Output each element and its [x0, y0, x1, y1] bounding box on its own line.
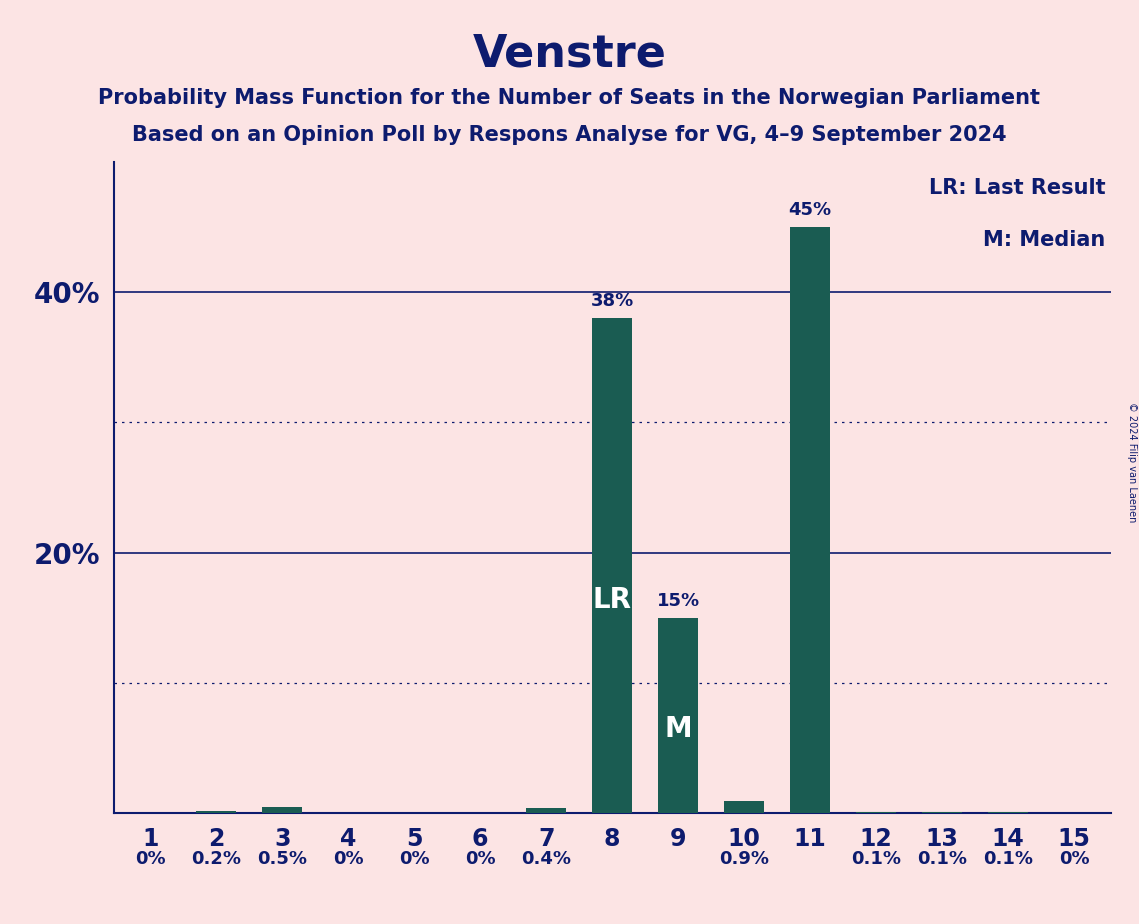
Bar — [790, 226, 830, 813]
Text: LR: LR — [592, 586, 632, 614]
Text: M: Median: M: Median — [983, 230, 1106, 250]
Text: 38%: 38% — [591, 292, 633, 310]
Text: 0%: 0% — [1059, 849, 1090, 868]
Text: 0%: 0% — [399, 849, 429, 868]
Bar — [262, 807, 302, 813]
Text: 0%: 0% — [333, 849, 363, 868]
Bar — [658, 618, 698, 813]
Bar — [592, 318, 632, 813]
Text: 15%: 15% — [657, 592, 699, 610]
Text: 0.9%: 0.9% — [719, 849, 769, 868]
Text: 0.1%: 0.1% — [917, 849, 967, 868]
Text: Based on an Opinion Poll by Respons Analyse for VG, 4–9 September 2024: Based on an Opinion Poll by Respons Anal… — [132, 125, 1007, 145]
Text: M: M — [664, 715, 693, 743]
Text: 0.1%: 0.1% — [851, 849, 901, 868]
Text: 0%: 0% — [134, 849, 165, 868]
Bar — [526, 808, 566, 813]
Text: 0.5%: 0.5% — [257, 849, 308, 868]
Bar — [196, 810, 236, 813]
Text: Venstre: Venstre — [473, 32, 666, 76]
Text: 0.4%: 0.4% — [522, 849, 572, 868]
Text: 0.1%: 0.1% — [983, 849, 1033, 868]
Bar — [989, 812, 1029, 813]
Text: LR: Last Result: LR: Last Result — [929, 178, 1106, 198]
Bar — [724, 801, 764, 813]
Text: 0%: 0% — [465, 849, 495, 868]
Text: © 2024 Filip van Laenen: © 2024 Filip van Laenen — [1126, 402, 1137, 522]
Bar — [857, 812, 896, 813]
Bar — [923, 812, 962, 813]
Text: 45%: 45% — [788, 201, 831, 219]
Text: 0.2%: 0.2% — [191, 849, 241, 868]
Text: Probability Mass Function for the Number of Seats in the Norwegian Parliament: Probability Mass Function for the Number… — [98, 88, 1041, 108]
